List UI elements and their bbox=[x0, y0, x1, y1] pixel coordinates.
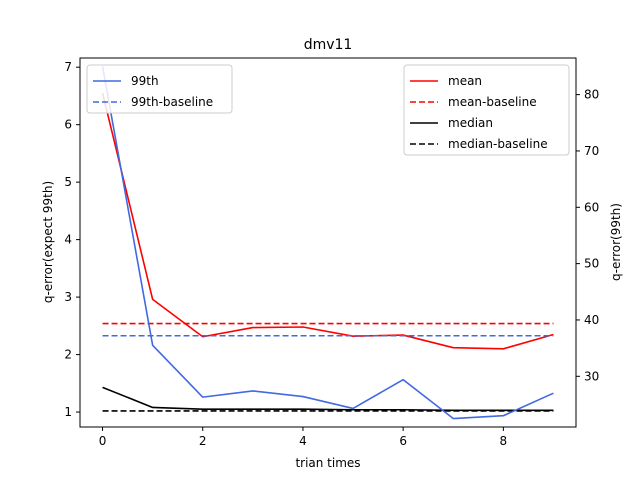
x-tick-label: 0 bbox=[99, 434, 107, 448]
y-axis-left: 1 2 3 4 5 6 7 bbox=[64, 60, 80, 419]
x-axis: 0 2 4 6 8 bbox=[99, 427, 507, 448]
chart-title: dmv11 bbox=[304, 37, 353, 53]
y-axis-left-label: q-error(expect 99th) bbox=[41, 181, 55, 303]
y-left-tick-label: 7 bbox=[64, 60, 72, 74]
x-axis-label: trian times bbox=[295, 456, 360, 470]
y-axis-right-label: q-error(99th) bbox=[609, 203, 623, 281]
y-left-tick-label: 4 bbox=[64, 233, 72, 247]
y-axis-right: 30 40 50 60 70 80 bbox=[576, 88, 599, 383]
y-left-tick-label: 1 bbox=[64, 405, 72, 419]
series-line-99th bbox=[101, 66, 554, 420]
series-line-mean bbox=[101, 92, 554, 350]
y-right-tick-label: 60 bbox=[584, 200, 599, 214]
legend-box bbox=[403, 64, 570, 156]
y-right-tick-label: 30 bbox=[584, 369, 599, 383]
legend-label-99th-baseline: 99th-baseline bbox=[131, 95, 213, 109]
y-right-tick-label: 40 bbox=[584, 313, 599, 327]
y-left-tick-label: 6 bbox=[64, 118, 72, 132]
series-layer bbox=[101, 66, 554, 420]
y-right-tick-label: 70 bbox=[584, 144, 599, 158]
y-left-tick-label: 2 bbox=[64, 348, 72, 362]
x-tick-label: 6 bbox=[399, 434, 407, 448]
legend-box bbox=[86, 64, 233, 114]
legend-label-mean-baseline: mean-baseline bbox=[448, 95, 537, 109]
legend-label-median-baseline: median-baseline bbox=[448, 137, 548, 151]
legend-label-median: median bbox=[448, 116, 493, 130]
x-tick-label: 4 bbox=[299, 434, 307, 448]
legend-label-mean: mean bbox=[448, 74, 482, 88]
plot-frame bbox=[79, 57, 577, 428]
series-line-median bbox=[102, 386, 554, 412]
y-right-tick-label: 80 bbox=[584, 88, 599, 102]
x-tick-label: 2 bbox=[199, 434, 207, 448]
legend-right: mean mean-baseline median median-baseline bbox=[403, 64, 570, 156]
y-right-tick-label: 50 bbox=[584, 257, 599, 271]
y-left-tick-label: 3 bbox=[64, 290, 72, 304]
legend-label-99th: 99th bbox=[131, 74, 159, 88]
legend-left: 99th 99th-baseline bbox=[86, 64, 233, 114]
y-left-tick-label: 5 bbox=[64, 175, 72, 189]
x-tick-label: 8 bbox=[500, 434, 508, 448]
